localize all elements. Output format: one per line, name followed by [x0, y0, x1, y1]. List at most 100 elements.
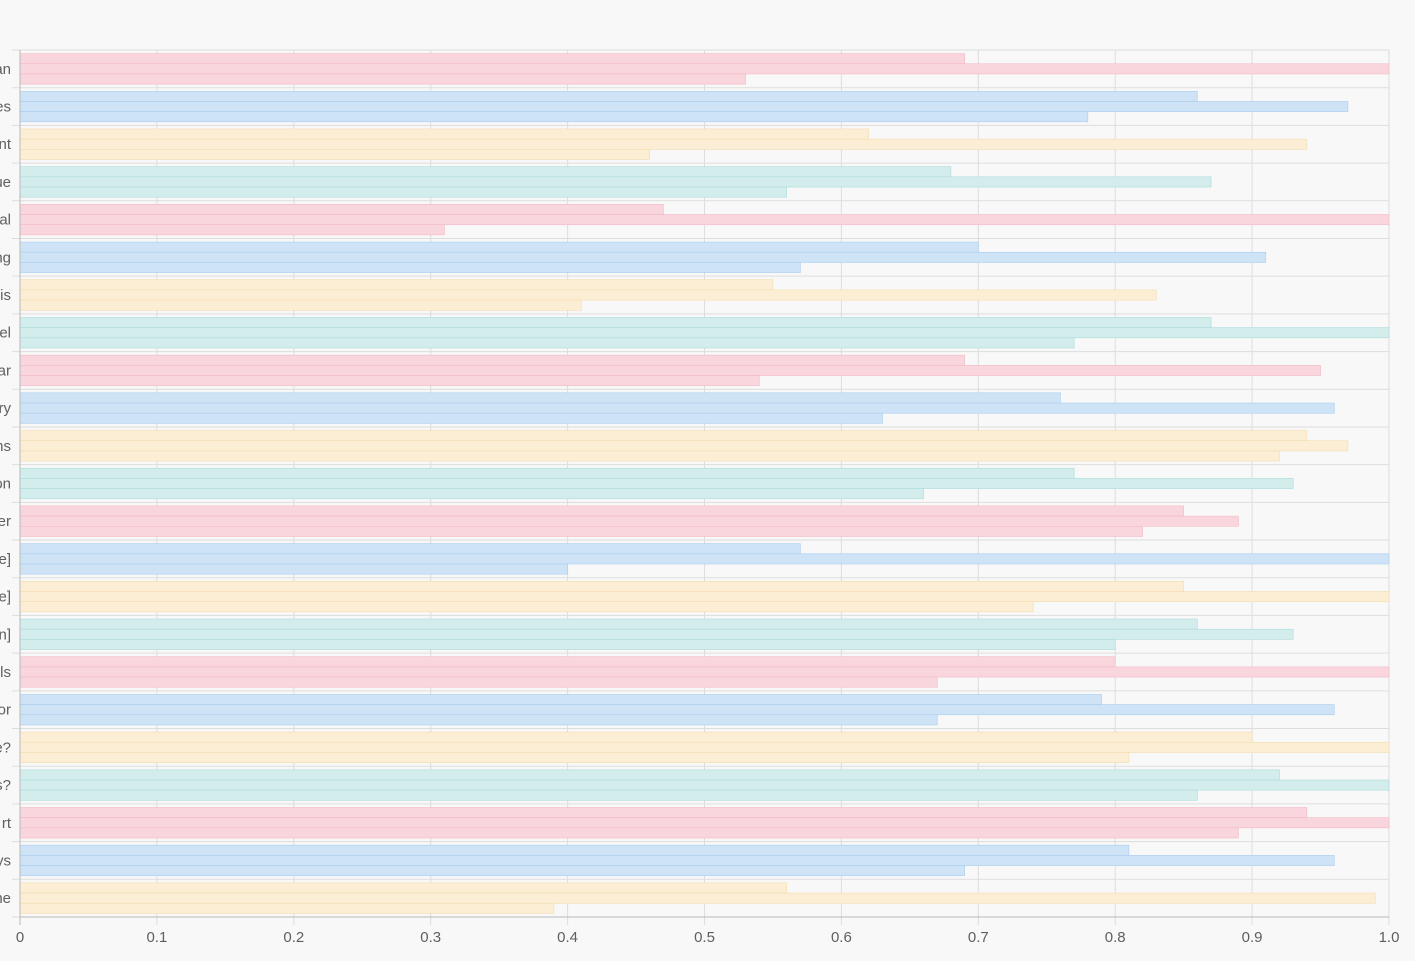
y-axis-category-labels: an es nt ue al ng is el ar ry ns on er e] e] n] ls or e? s?… [0, 61, 12, 907]
bar-11-3 [19, 450, 1280, 462]
bar-8-2 [19, 327, 1390, 339]
x-tick-label: 0.2 [283, 929, 304, 946]
axes [19, 50, 1389, 925]
bar-7-2 [19, 289, 1157, 301]
bar-13-1 [19, 505, 1184, 517]
y-category-label: al [0, 212, 11, 229]
x-axis-tick-labels: 0 0.1 0.2 0.3 0.4 0.5 0.6 0.7 0.8 0.9 1.0 [16, 929, 1400, 946]
bar-9-2 [19, 365, 1321, 376]
bar-9-1 [19, 354, 965, 366]
y-category-label: e] [0, 589, 11, 606]
bar-2-3 [19, 111, 1089, 123]
y-category-label: e] [0, 551, 11, 568]
x-tick-label: 0 [16, 929, 24, 946]
bar-20-3 [19, 789, 1198, 801]
bar-12-1 [19, 467, 1075, 479]
y-category-label: ys [0, 852, 11, 869]
y-category-label: ry [0, 400, 11, 417]
bar-21-3 [19, 827, 1239, 839]
x-tick-label: 0.6 [831, 929, 852, 946]
bar-23-1 [19, 882, 787, 894]
y-category-label: el [0, 325, 11, 342]
x-tick-label: 0.5 [694, 929, 715, 946]
x-tick-label: 0.1 [146, 929, 167, 946]
x-tick-label: 1.0 [1379, 929, 1400, 946]
bar-6-3 [19, 262, 801, 273]
bar-17-2 [19, 666, 1390, 678]
y-category-label: rt [2, 815, 12, 832]
bar-21-1 [19, 807, 1308, 818]
bar-4-3 [19, 186, 787, 198]
bar-10-1 [19, 392, 1061, 404]
bar-1-3 [19, 73, 746, 85]
bar-4-2 [19, 176, 1212, 188]
bar-10-2 [19, 402, 1335, 414]
bar-18-1 [19, 694, 1102, 705]
bar-6-1 [19, 241, 979, 253]
bar-22-3 [19, 865, 965, 877]
y-category-label: s? [0, 777, 11, 794]
y-category-label: nt [0, 136, 12, 153]
bars [19, 53, 1390, 914]
x-tick-label: 0.4 [557, 929, 578, 946]
bar-15-2 [19, 591, 1390, 602]
y-category-label: ls [0, 664, 11, 681]
bar-10-3 [19, 412, 883, 424]
y-category-label: es [0, 99, 11, 116]
bar-1-1 [19, 53, 965, 65]
y-category-label: ar [0, 362, 11, 379]
bar-11-2 [19, 440, 1349, 452]
bar-17-1 [19, 656, 1116, 668]
bar-14-2 [19, 553, 1390, 565]
x-tick-label: 0.8 [1105, 929, 1126, 946]
bar-21-2 [19, 817, 1390, 829]
bar-11-1 [19, 430, 1308, 442]
bar-7-1 [19, 279, 774, 291]
bar-6-2 [19, 251, 1267, 263]
x-tick-label: 0.9 [1242, 929, 1263, 946]
bar-7-3 [19, 299, 582, 311]
y-category-label: n] [0, 626, 11, 643]
y-category-label: an [0, 61, 11, 78]
bar-19-1 [19, 731, 1253, 743]
bar-5-1 [19, 204, 664, 215]
bar-23-2 [19, 892, 1376, 904]
bar-17-3 [19, 676, 938, 688]
y-category-label: ns [0, 438, 11, 455]
y-category-label: on [0, 476, 11, 493]
bar-16-3 [19, 639, 1116, 650]
bar-9-3 [19, 375, 760, 386]
bar-15-3 [19, 601, 1034, 613]
x-tick-label: 0.7 [968, 929, 989, 946]
x-tick-label: 0.3 [420, 929, 441, 946]
bar-16-2 [19, 628, 1294, 640]
bar-18-2 [19, 704, 1335, 716]
bar-13-2 [19, 515, 1239, 527]
bar-3-2 [19, 138, 1308, 150]
bar-5-2 [19, 214, 1390, 226]
y-category-label: ng [0, 249, 11, 266]
bar-3-1 [19, 128, 870, 140]
bar-2-2 [19, 101, 1349, 112]
bar-3-3 [19, 149, 651, 160]
bar-8-3 [19, 337, 1075, 349]
bar-5-3 [19, 224, 445, 236]
bar-23-3 [19, 902, 555, 914]
y-category-label: e? [0, 739, 11, 756]
bar-18-3 [19, 714, 938, 726]
bar-19-3 [19, 752, 1130, 763]
bar-12-2 [19, 478, 1294, 489]
bar-22-2 [19, 855, 1335, 866]
bar-14-3 [19, 563, 568, 575]
y-category-label: ne [0, 890, 11, 907]
bar-20-1 [19, 769, 1280, 781]
bar-19-2 [19, 741, 1390, 753]
bar-12-3 [19, 488, 924, 500]
bar-15-1 [19, 581, 1184, 592]
bar-1-2 [19, 63, 1390, 75]
bar-13-3 [19, 525, 1143, 537]
bar-22-1 [19, 844, 1130, 856]
y-category-label: ue [0, 174, 11, 191]
y-category-label: er [0, 513, 11, 530]
